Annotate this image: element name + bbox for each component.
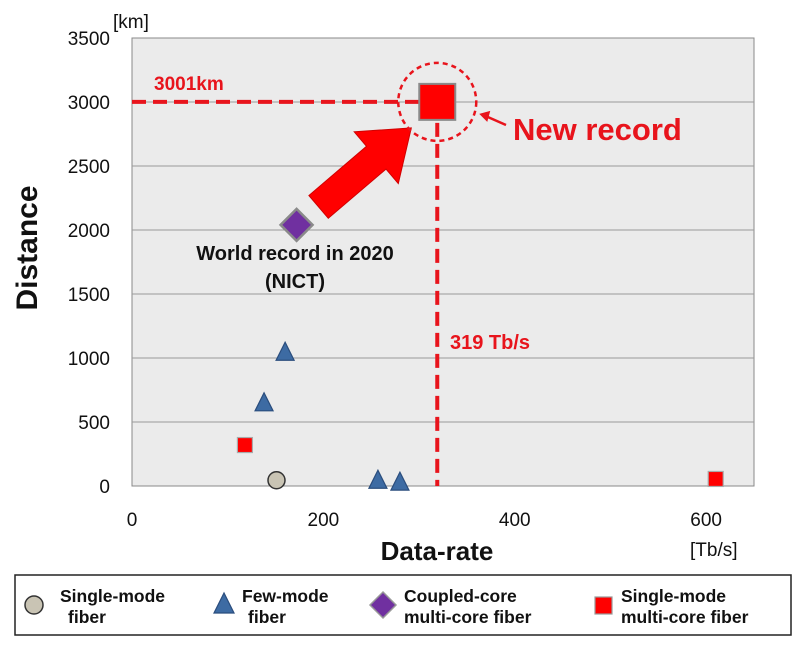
record-highlight-circle — [397, 61, 478, 143]
legend-label-line2: fiber — [248, 607, 286, 627]
legend-label-line1: Coupled-core — [404, 586, 517, 606]
legend-label-line2: multi-core fiber — [621, 607, 749, 627]
new-record-pointer — [479, 110, 507, 127]
legend-label-line2: multi-core fiber — [404, 607, 532, 627]
legend-marker-square — [594, 596, 613, 615]
x-axis-unit: [Tb/s] — [690, 540, 738, 561]
data-markers — [236, 82, 724, 491]
y-tick-label: 0 — [99, 477, 110, 498]
data-point-few-mode — [254, 391, 275, 412]
legend-label-line1: Single-mode — [621, 586, 726, 606]
x-tick-label: 200 — [308, 510, 340, 531]
x-tick-label: 0 — [127, 510, 138, 531]
pointer-head — [479, 110, 491, 122]
y-tick-label: 3500 — [68, 29, 110, 50]
data-point-new-record — [418, 82, 457, 121]
y-tick-label: 500 — [78, 413, 110, 434]
x-axis-title: Data-rate — [381, 536, 494, 566]
legend-item-few-mode: Few-mode fiber — [213, 586, 329, 627]
y-tick-label: 1000 — [68, 349, 110, 370]
data-point-coupled-core — [278, 207, 315, 243]
legend-marker-triangle — [213, 591, 235, 614]
legend-item-coupled-core: Coupled-core multi-core fiber — [368, 586, 532, 627]
record-arrow — [308, 127, 412, 220]
legend-box — [14, 574, 792, 636]
legend-label-line1: Single-mode — [60, 586, 165, 606]
record-guide-lines — [132, 99, 440, 486]
y-tick-label: 2000 — [68, 221, 110, 242]
data-point-single-mode-mcf — [236, 436, 254, 454]
data-point-single-mode-mcf — [707, 470, 724, 488]
rate-annotation: 319 Tb/s — [450, 332, 530, 354]
world-record-annotation: World record in 2020 — [196, 243, 393, 265]
y-axis-unit: [km] — [113, 12, 149, 33]
distance-annotation: 3001km — [154, 74, 224, 95]
axis-ticks: 0 500 1000 1500 2000 2500 3000 3500 0 200 400 600 — [68, 29, 722, 531]
x-tick-label: 400 — [499, 510, 531, 531]
data-point-single-mode — [267, 470, 286, 490]
data-point-few-mode — [389, 470, 410, 491]
y-tick-label: 2500 — [68, 157, 110, 178]
data-point-few-mode — [275, 340, 296, 361]
legend-marker-diamond — [368, 590, 398, 620]
world-record-org-annotation: (NICT) — [265, 271, 325, 293]
legend-label-line2: fiber — [68, 607, 106, 627]
data-point-few-mode — [367, 468, 388, 489]
legend-item-single-mode-mcf: Single-mode multi-core fiber — [594, 586, 749, 627]
pointer-line — [484, 114, 507, 127]
legend-marker-circle — [24, 595, 44, 615]
y-axis-title: Distance — [11, 185, 44, 310]
legend-label-line1: Few-mode — [242, 586, 329, 606]
y-tick-label: 1500 — [68, 285, 110, 306]
x-tick-label: 600 — [690, 510, 722, 531]
y-tick-label: 3000 — [68, 93, 110, 114]
legend-item-single-mode: Single-mode fiber — [24, 586, 165, 627]
new-record-annotation: New record — [513, 112, 682, 147]
